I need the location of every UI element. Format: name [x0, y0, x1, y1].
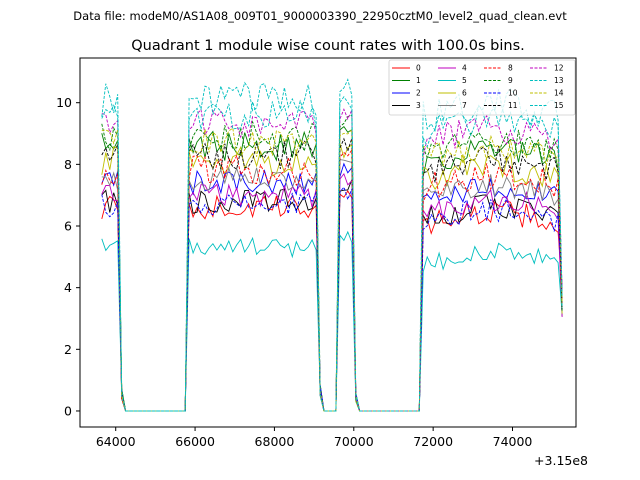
legend-label-6: 6	[462, 89, 467, 98]
series-layer	[101, 78, 563, 412]
x-tick-label: 64000	[96, 434, 136, 449]
series-line-1	[101, 125, 563, 412]
series-line-15	[101, 96, 563, 412]
series-line-14	[101, 127, 563, 412]
legend-label-14: 14	[554, 89, 564, 98]
x-tick-label: 70000	[334, 434, 374, 449]
legend-label-9: 9	[508, 76, 513, 85]
y-tick-label: 10	[56, 95, 72, 110]
series-line-7	[101, 159, 563, 412]
series-line-0	[101, 190, 563, 412]
y-tick-label: 2	[64, 342, 72, 357]
legend-label-1: 1	[416, 76, 421, 85]
series-line-12	[101, 108, 563, 412]
legend-label-10: 10	[508, 89, 518, 98]
x-axis: 64000 66000 68000 70000 72000 74000	[96, 427, 533, 449]
series-line-10	[101, 186, 563, 412]
y-tick-label: 0	[64, 403, 72, 418]
legend-label-15: 15	[554, 101, 564, 110]
y-tick-label: 4	[64, 280, 72, 295]
series-line-6	[101, 143, 563, 412]
x-offset-label: +3.15e8	[534, 453, 588, 468]
x-tick-label: 72000	[413, 434, 453, 449]
y-tick-label: 8	[64, 157, 72, 172]
plot-frame	[79, 57, 577, 428]
y-tick-label: 6	[64, 219, 72, 234]
figure-suptitle: Data file: modeM0/AS1A08_009T01_90000033…	[73, 9, 567, 23]
legend-label-4: 4	[462, 64, 467, 73]
series-line-9	[101, 114, 563, 412]
legend-label-13: 13	[554, 76, 564, 85]
legend-label-7: 7	[462, 101, 467, 110]
legend-label-2: 2	[416, 89, 421, 98]
series-line-11	[101, 137, 563, 412]
series-line-5	[101, 230, 563, 412]
x-tick-label: 68000	[255, 434, 295, 449]
x-tick-label: 74000	[493, 434, 533, 449]
legend-label-0: 0	[416, 64, 421, 73]
legend-box	[388, 59, 576, 116]
chart-title: Quadrant 1 module wise count rates with …	[131, 38, 525, 54]
legend-label-12: 12	[554, 64, 564, 73]
legend-label-11: 11	[508, 101, 518, 110]
legend-label-5: 5	[462, 76, 467, 85]
series-line-13	[101, 78, 563, 412]
y-axis: 0 2 4 6 8 10	[56, 95, 80, 418]
series-line-3	[101, 179, 563, 412]
legend-label-8: 8	[508, 64, 513, 73]
x-tick-label: 66000	[175, 434, 215, 449]
legend-label-3: 3	[416, 101, 421, 110]
